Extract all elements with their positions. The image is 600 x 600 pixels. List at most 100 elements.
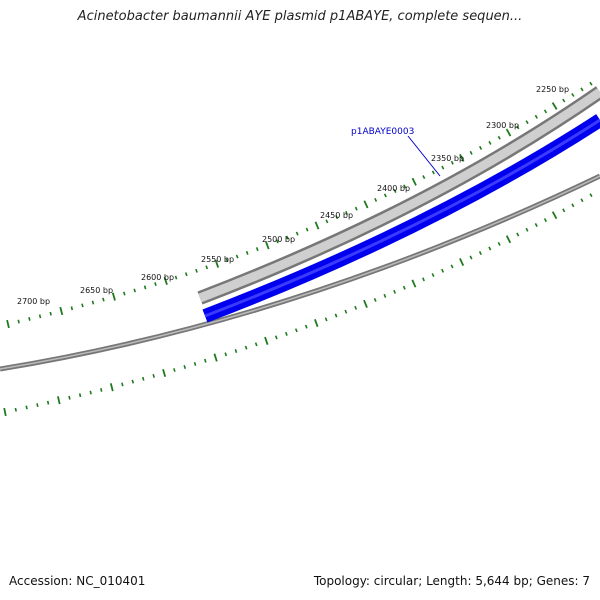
outer-ring-minor-tick — [255, 247, 259, 252]
outer-ring-minor-tick — [543, 109, 548, 114]
gene-label-pointer — [407, 135, 441, 177]
inner-ring-major-tick — [363, 299, 368, 308]
inner-ring-minor-tick — [525, 227, 529, 232]
inner-ring-minor-tick — [173, 368, 176, 372]
inner-ring-minor-tick — [304, 324, 308, 329]
inner-ring-minor-tick — [589, 193, 593, 198]
outer-ring-minor-tick — [205, 265, 209, 270]
inner-ring-minor-tick — [152, 373, 155, 378]
inner-ring-minor-tick — [441, 268, 445, 273]
inner-ring-minor-tick — [14, 407, 17, 412]
inner-ring-minor-tick — [431, 273, 435, 278]
tick-label-2500: 2500 bp — [262, 235, 295, 244]
outer-ring-minor-tick — [245, 250, 249, 255]
inner-ring-minor-tick — [204, 358, 207, 363]
inner-ring-minor-tick — [121, 382, 124, 387]
inner-ring-minor-tick — [244, 345, 248, 350]
inner-ring-minor-tick — [344, 309, 348, 314]
outer-ring-minor-tick — [174, 275, 178, 280]
inner-ring-minor-tick — [89, 390, 92, 395]
inner-ring-minor-tick — [193, 361, 197, 366]
outer-ring-minor-tick — [325, 219, 329, 224]
outer-ring-minor-tick — [38, 314, 42, 319]
map-title: Acinetobacter baumannii AYE plasmid p1AB… — [77, 9, 523, 24]
outer-ring-minor-tick — [478, 145, 483, 150]
outer-ring-minor-tick — [571, 92, 575, 97]
outer-ring-major-tick — [59, 306, 64, 316]
inner-ring-minor-tick — [478, 251, 482, 256]
inner-ring-minor-tick — [422, 277, 425, 282]
outer-ring-major-tick — [265, 241, 270, 250]
outer-ring-minor-tick — [184, 272, 188, 277]
outer-ring-major-tick — [111, 292, 116, 301]
outer-ring-minor-tick — [225, 258, 229, 263]
inner-ring-minor-tick — [571, 203, 575, 208]
inner-ring-major-tick — [551, 211, 558, 220]
inner-ring-minor-tick — [131, 379, 135, 384]
inner-ring-major-tick — [505, 235, 512, 244]
inner-ring-minor-tick — [285, 331, 288, 336]
tick-label-2350: 2350 bp — [431, 154, 464, 163]
outer-ring-minor-tick — [525, 120, 529, 125]
outer-ring-minor-tick — [285, 235, 289, 240]
inner-ring-major-tick — [3, 407, 7, 417]
accession-text: Accession: NC_010401 — [9, 574, 146, 588]
outer-ring-minor-tick — [580, 87, 584, 92]
outer-ring-major-tick — [314, 221, 320, 230]
outer-ring-minor-tick — [383, 193, 387, 198]
inner-ring-minor-tick — [142, 376, 145, 381]
outer-ring-major-tick — [214, 259, 220, 268]
outer-ring-major-tick — [551, 102, 558, 110]
outer-ring-minor-tick — [441, 165, 445, 170]
inner-ring-minor-tick — [469, 255, 473, 260]
inner-ring-major-tick — [264, 336, 269, 345]
inner-ring-major-tick — [109, 383, 114, 392]
outer-ring-major-tick — [411, 177, 417, 186]
inner-ring-minor-tick — [580, 198, 584, 203]
inner-ring-minor-tick — [224, 352, 228, 357]
outer-ring-minor-tick — [305, 227, 309, 232]
inner-ring-minor-tick — [516, 232, 520, 237]
outer-ring-minor-tick — [275, 239, 279, 244]
inner-ring-major-tick — [213, 353, 218, 362]
inner-ring-major-tick — [314, 318, 319, 328]
outer-ring-major-tick — [163, 276, 168, 285]
gene-track-band — [197, 86, 600, 305]
outer-ring-minor-tick — [562, 98, 566, 103]
gene-arc-p1ABAYE0003[interactable] — [202, 114, 600, 323]
outer-ring-minor-tick — [28, 317, 31, 321]
inner-ring-minor-tick — [234, 349, 238, 353]
inner-ring-minor-tick — [254, 342, 258, 347]
tick-label-2400: 2400 bp — [377, 184, 410, 193]
outer-ring-minor-tick — [589, 81, 593, 86]
outer-ring-minor-tick — [393, 188, 397, 193]
inner-ring-minor-tick — [402, 285, 406, 290]
tick-label-2250: 2250 bp — [536, 85, 569, 94]
inner-ring-minor-tick — [78, 393, 82, 398]
outer-ring-major-tick — [505, 128, 512, 137]
outer-ring-minor-tick — [431, 170, 435, 175]
outer-ring-minor-tick — [70, 306, 74, 311]
inner-ring-minor-tick — [354, 305, 358, 310]
inner-ring-minor-tick — [334, 313, 338, 318]
inner-ring-minor-tick — [373, 297, 377, 302]
outer-ring-minor-tick — [17, 319, 20, 324]
gene-label[interactable]: p1ABAYE0003 — [351, 127, 414, 137]
outer-ring-major-tick — [459, 153, 465, 162]
outer-ring-minor-tick — [354, 206, 358, 211]
outer-tick-ring — [6, 81, 593, 329]
inner-ring-minor-tick — [294, 328, 298, 333]
inner-ring-minor-tick — [534, 223, 538, 227]
outer-ring-minor-tick — [450, 160, 454, 165]
inner-ring-minor-tick — [543, 218, 548, 223]
inner-ring-minor-tick — [183, 364, 187, 369]
outer-ring-minor-tick — [497, 135, 501, 140]
inner-ring-minor-tick — [274, 335, 278, 340]
outer-ring-minor-tick — [81, 303, 84, 308]
outer-ring-minor-tick — [534, 114, 538, 119]
inner-ring-minor-tick — [497, 241, 501, 246]
outer-ring-minor-tick — [422, 175, 426, 180]
outer-ring-minor-tick — [133, 288, 136, 293]
outer-ring-minor-tick — [123, 291, 126, 296]
